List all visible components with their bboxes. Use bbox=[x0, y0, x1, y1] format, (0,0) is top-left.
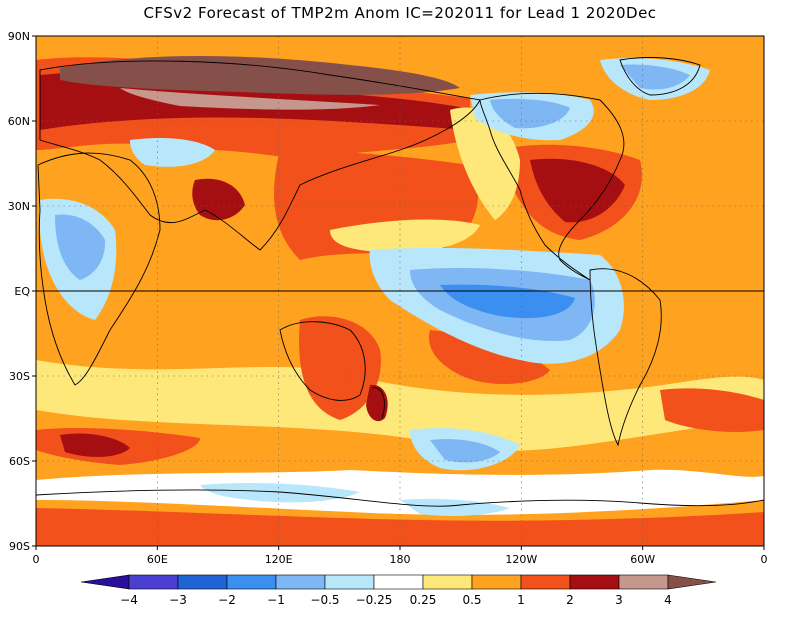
graticule bbox=[36, 36, 764, 546]
colorbar-label: −2 bbox=[218, 593, 236, 607]
colorbar: −4 −3 −2 −1 −0.5 −0.25 0.25 0.5 1 2 3 4 bbox=[80, 574, 717, 607]
colorbar-label: −0.5 bbox=[310, 593, 339, 607]
greenland-outline bbox=[619, 57, 701, 96]
latitude-tick-label: 30S bbox=[9, 370, 30, 383]
latitude-tick-label: EQ bbox=[14, 285, 30, 298]
colorbar-segment bbox=[373, 574, 424, 590]
longitude-tick-label: 60W bbox=[630, 553, 655, 566]
colorbar-segment bbox=[520, 574, 571, 590]
eurasia-outline bbox=[39, 60, 481, 251]
longitude-tick-label: 120E bbox=[265, 553, 293, 566]
colorbar-label: 3 bbox=[615, 593, 623, 607]
colorbar-max-arrow bbox=[667, 574, 717, 590]
northeast-pacific-pale-warm bbox=[450, 107, 520, 220]
colorbar-segment bbox=[422, 574, 473, 590]
longitude-tick-label: 120W bbox=[505, 553, 537, 566]
longitude-tick-label: 60E bbox=[147, 553, 168, 566]
antarctica-outline bbox=[36, 489, 764, 507]
latitude-axis: 90N 60N 30N EQ 30S 60S 90S bbox=[8, 30, 36, 553]
colorbar-segment bbox=[569, 574, 620, 590]
antarctic-cool-light bbox=[200, 482, 360, 503]
arctic-very-hot bbox=[60, 55, 460, 95]
colorbar-label: −1 bbox=[267, 593, 285, 607]
longitude-axis: 0 60E 120E 180 120W 60W 0 bbox=[33, 546, 768, 566]
tropical-pacific-pale-warm bbox=[330, 219, 480, 253]
colorbar-segment bbox=[128, 574, 179, 590]
latitude-tick-label: 60S bbox=[9, 455, 30, 468]
colorbar-segment bbox=[324, 574, 375, 590]
south-america-outline bbox=[589, 268, 662, 447]
colorbar-label: 4 bbox=[664, 593, 672, 607]
central-asia-cool-light bbox=[130, 138, 215, 167]
latitude-tick-label: 60N bbox=[8, 115, 30, 128]
latitude-tick-label: 90N bbox=[8, 30, 30, 43]
colorbar-label: −0.25 bbox=[356, 593, 393, 607]
colorbar-segment bbox=[275, 574, 326, 590]
greenland-cool bbox=[620, 64, 690, 90]
southern-indian-ocean-hot bbox=[60, 433, 130, 457]
eastern-usa-hot bbox=[530, 158, 625, 223]
colorbar-label: 1 bbox=[517, 593, 525, 607]
longitude-tick-label: 180 bbox=[390, 553, 411, 566]
colorbar-label: 0.5 bbox=[462, 593, 481, 607]
la-nina-core bbox=[440, 284, 575, 319]
africa-cool bbox=[55, 214, 106, 280]
africa-outline bbox=[37, 152, 161, 386]
australia-outline bbox=[279, 321, 366, 401]
colorbar-segment bbox=[226, 574, 277, 590]
colorbar-label: 2 bbox=[566, 593, 574, 607]
latitude-tick-label: 90S bbox=[9, 540, 30, 553]
latitude-tick-label: 30N bbox=[8, 200, 30, 213]
colorbar-min-arrow bbox=[80, 574, 130, 590]
south-pacific-strong-warm bbox=[429, 330, 550, 385]
antarctic-coast-neutral bbox=[36, 469, 764, 515]
arctic-very-hot-margin bbox=[120, 88, 380, 110]
south-pacific-cool bbox=[430, 439, 500, 463]
colorbar-segment bbox=[177, 574, 228, 590]
colorbar-segment bbox=[471, 574, 522, 590]
south-atlantic-strong-warm bbox=[660, 388, 764, 432]
new-zealand-outline bbox=[371, 387, 385, 419]
map-title: CFSv2 Forecast of TMP2m Anom IC=202011 f… bbox=[143, 4, 657, 22]
colorbar-label: −3 bbox=[169, 593, 187, 607]
colorbar-label: −4 bbox=[120, 593, 138, 607]
longitude-tick-label: 0 bbox=[761, 553, 768, 566]
coastlines bbox=[36, 57, 764, 507]
colorbar-label: 0.25 bbox=[410, 593, 437, 607]
longitude-tick-label: 0 bbox=[33, 553, 40, 566]
colorbar-segment bbox=[618, 574, 669, 590]
north-america-outline bbox=[479, 92, 625, 281]
